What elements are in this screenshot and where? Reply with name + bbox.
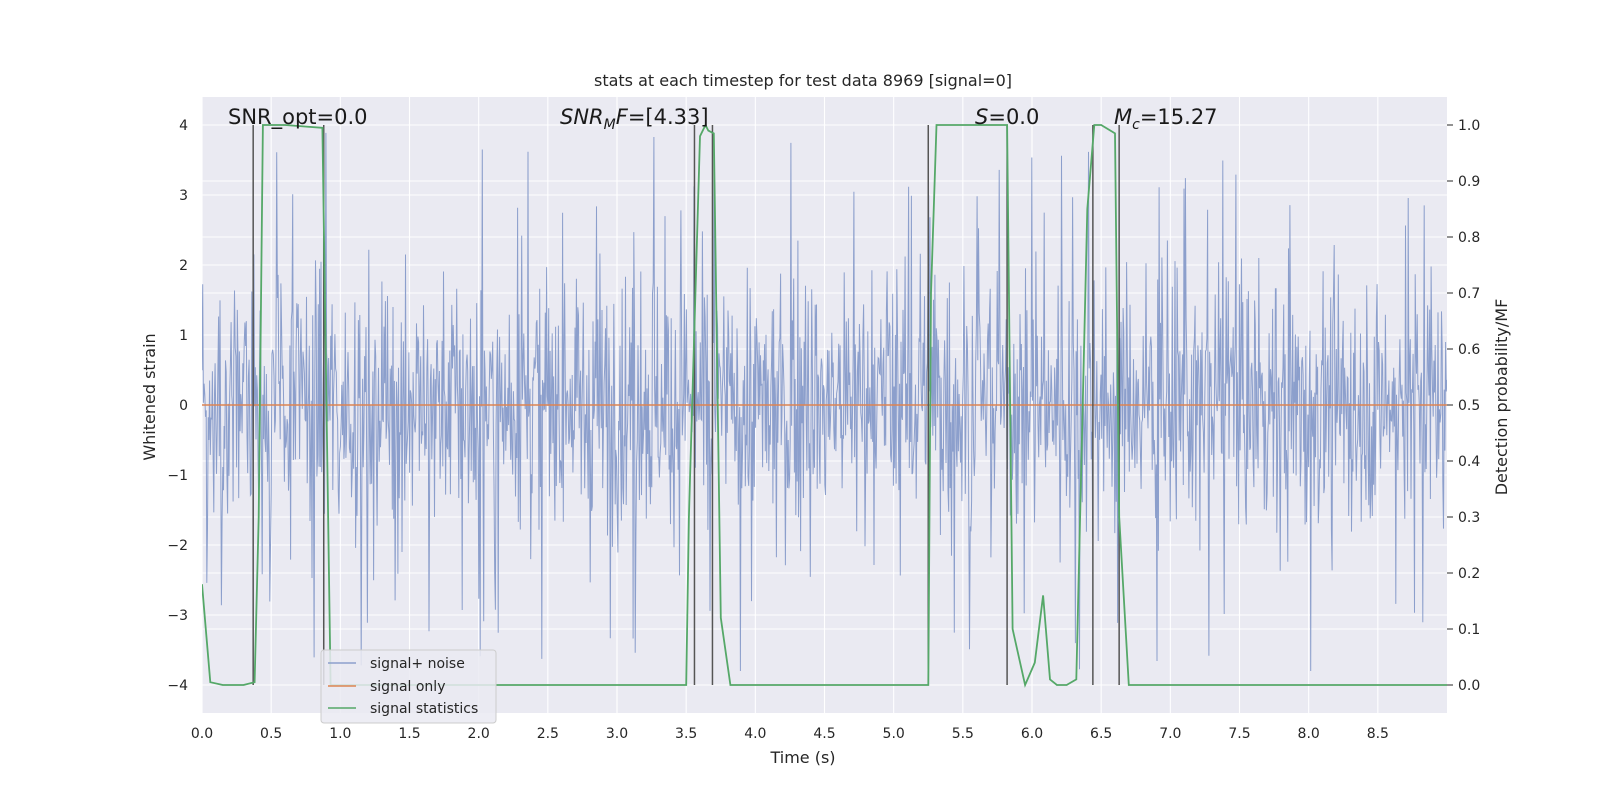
legend-label-signal-statistics: signal statistics (370, 701, 478, 717)
y-tick-label: 1 (179, 328, 188, 344)
y-tick-label-right: 0.3 (1458, 510, 1480, 526)
x-tick-label: 3.0 (606, 726, 628, 742)
x-tick-label: 4.0 (744, 726, 766, 742)
y-axis-label: Whitened strain (140, 333, 159, 460)
y-axis-label-right: Detection probability/MF (1492, 299, 1511, 496)
y-tick-label-right: 0.0 (1458, 678, 1480, 694)
x-tick-label: 6.0 (1021, 726, 1043, 742)
legend-label-signal-only: signal only (370, 679, 445, 695)
x-tick-label: 0.5 (260, 726, 282, 742)
y-tick-label-right: 0.6 (1458, 342, 1480, 358)
legend-box (320, 649, 497, 724)
y-tick-label-right: 0.7 (1458, 286, 1480, 302)
y-tick-label: 0 (179, 398, 188, 414)
y-tick-label: −2 (167, 538, 188, 554)
annotation-s: S=0.0 (975, 105, 1039, 129)
x-tick-label: 5.5 (952, 726, 974, 742)
x-tick-label: 0.0 (191, 726, 213, 742)
y-tick-label-right: 0.5 (1458, 398, 1480, 414)
y-tick-label-right: 0.2 (1458, 566, 1480, 582)
x-tick-label: 7.5 (1228, 726, 1250, 742)
x-tick-label: 5.0 (883, 726, 905, 742)
x-tick-label: 1.0 (329, 726, 351, 742)
plot-content (202, 122, 1447, 688)
y-tick-label-right: 0.1 (1458, 622, 1480, 638)
y-ticks-right: 0.0 0.1 0.2 0.3 0.4 0.5 0.6 0.7 0.8 0.9 1.0 (1447, 118, 1480, 694)
y-tick-label: 2 (179, 258, 188, 274)
y-tick-label-right: 0.8 (1458, 230, 1480, 246)
x-axis-label: Time (s) (769, 748, 835, 767)
y-tick-label: 4 (179, 118, 188, 134)
x-tick-label: 8.5 (1367, 726, 1389, 742)
vertical-lines (252, 125, 1120, 685)
x-tick-label: 8.0 (1298, 726, 1320, 742)
legend-label-signal-noise: signal+ noise (370, 656, 465, 672)
y-ticks-left: −4 −3 −2 −1 0 1 2 3 4 (167, 118, 188, 694)
annotation-snr-opt: SNR_opt=0.0 (228, 105, 368, 130)
y-tick-label: −3 (167, 608, 188, 624)
x-ticks: 0.0 0.5 1.0 1.5 2.0 2.5 3.0 3.5 4.0 4.5 5.0 5.5 6.0 6… (191, 726, 1389, 742)
legend: signal+ noise signal only signal statist… (320, 649, 497, 724)
y-tick-label: −4 (167, 678, 188, 694)
chart-title: stats at each timestep for test data 896… (594, 71, 1012, 90)
annotation-mc: Mc=15.27 (1114, 105, 1218, 133)
annotation-snr-mf: SNRMF=[4.33] (560, 105, 709, 133)
x-tick-label: 7.0 (1159, 726, 1181, 742)
y-tick-label-right: 0.9 (1458, 174, 1480, 190)
y-tick-label-right: 1.0 (1458, 118, 1480, 134)
x-tick-label: 6.5 (1090, 726, 1112, 742)
y-tick-label-right: 0.4 (1458, 454, 1480, 470)
x-tick-label: 2.5 (537, 726, 559, 742)
y-tick-label: 3 (179, 188, 188, 204)
series-signal-noise (202, 132, 1447, 672)
x-tick-label: 2.0 (468, 726, 490, 742)
x-tick-label: 1.5 (398, 726, 420, 742)
y-tick-label: −1 (167, 468, 188, 484)
x-tick-label: 4.5 (813, 726, 835, 742)
series-signal-statistics (202, 122, 1447, 688)
x-tick-label: 3.5 (675, 726, 697, 742)
